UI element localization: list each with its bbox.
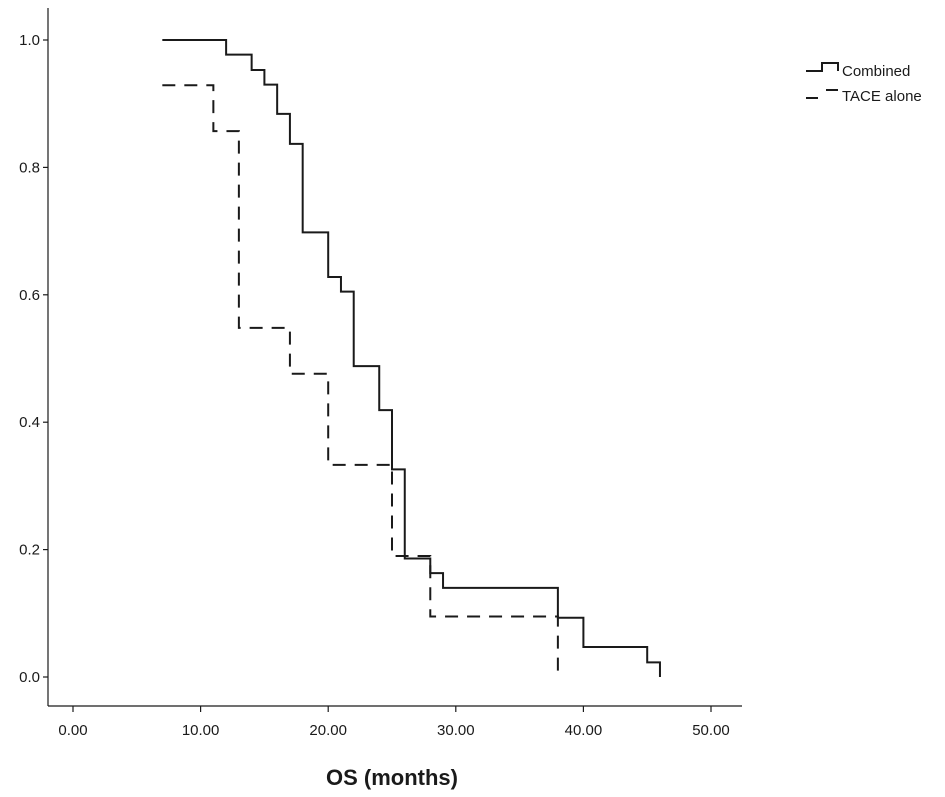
x-tick-label: 50.00	[692, 722, 730, 739]
series-layer	[162, 39, 661, 677]
y-tick-label: 0.2	[19, 542, 40, 559]
y-tick-label: 0.4	[19, 414, 40, 431]
legend-symbol-combined	[806, 62, 839, 72]
series-line-tace-alone	[162, 84, 559, 677]
x-tick-label: 20.00	[309, 722, 347, 739]
series-line-combined	[162, 39, 661, 677]
legend-label-tace-alone: TACE alone	[842, 88, 922, 105]
x-tick-label: 30.00	[437, 722, 475, 739]
y-tick-label: 1.0	[19, 32, 40, 49]
y-tick-label: 0.0	[19, 669, 40, 686]
x-tick-label: 10.00	[182, 722, 220, 739]
x-tick-label: 0.00	[58, 722, 87, 739]
legend-label-combined: Combined	[842, 63, 910, 80]
legend-symbol-tace	[806, 89, 838, 99]
x-tick-label: 40.00	[565, 722, 603, 739]
y-tick-label: 0.8	[19, 159, 40, 176]
y-tick-label: 0.6	[19, 287, 40, 304]
x-axis-title: OS (months)	[326, 765, 458, 790]
legend: Combined TACE alone	[806, 62, 922, 105]
axes: 0.0 0.2 0.4 0.6 0.8 1.0 0.00 10.00 20.00 30.00 40.…	[19, 8, 742, 739]
